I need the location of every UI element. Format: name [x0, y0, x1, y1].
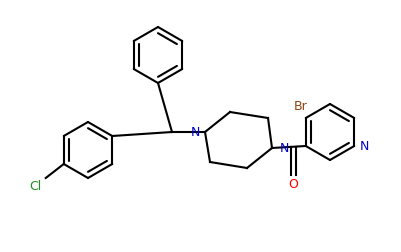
Text: N: N [358, 140, 368, 152]
Text: O: O [288, 178, 298, 192]
Text: N: N [190, 125, 199, 139]
Text: N: N [279, 142, 288, 154]
Text: Cl: Cl [30, 179, 42, 193]
Text: Br: Br [293, 100, 307, 112]
